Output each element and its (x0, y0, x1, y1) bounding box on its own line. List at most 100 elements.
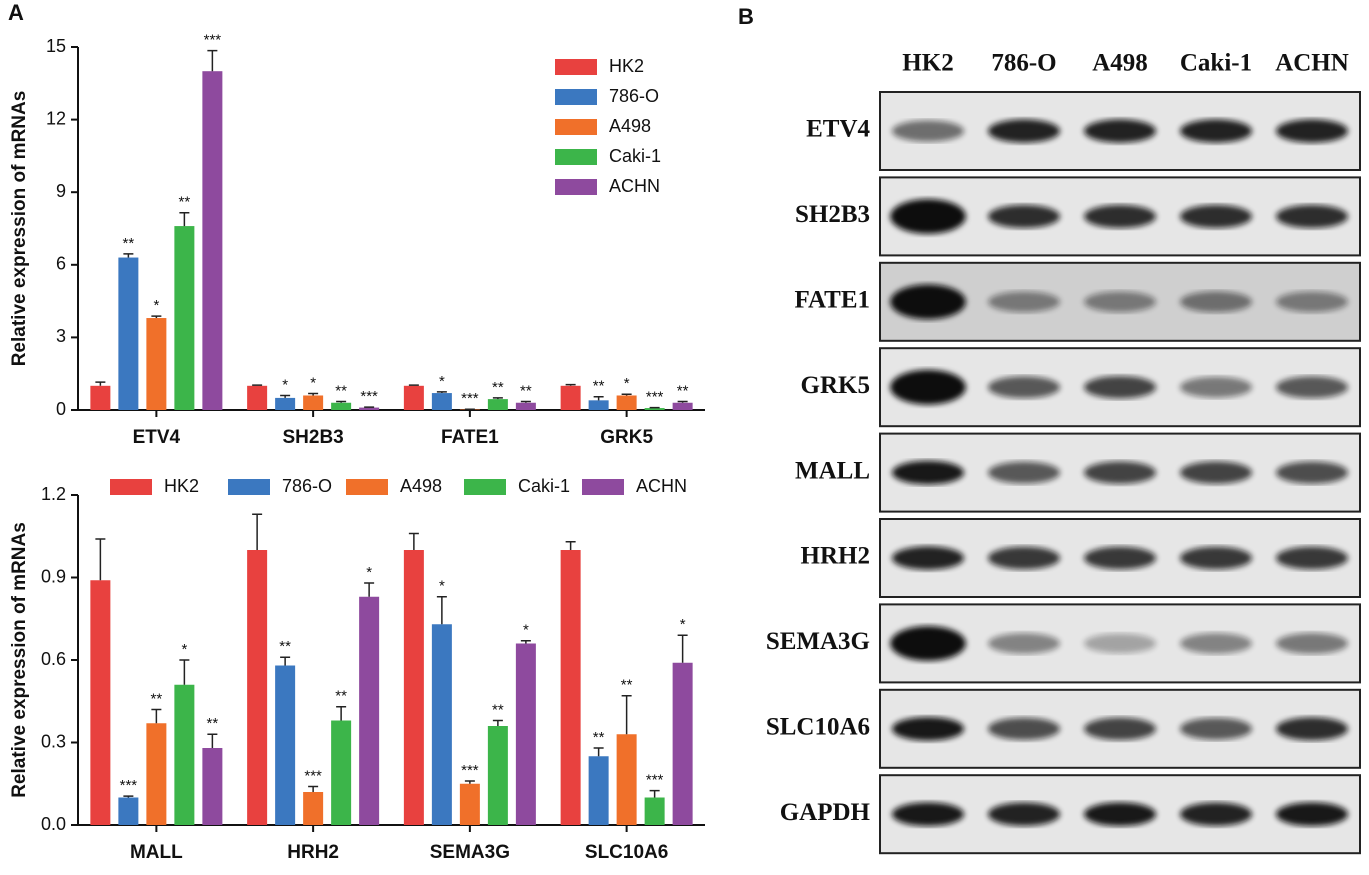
x-tick-label: SLC10A6 (585, 842, 668, 863)
bar (645, 798, 665, 826)
bar (617, 734, 637, 825)
bar (247, 386, 267, 410)
significance-label: ** (207, 715, 219, 732)
significance-label: ** (621, 677, 633, 694)
x-tick-label: ETV4 (133, 427, 181, 448)
bar (432, 624, 452, 825)
blot-band (1084, 802, 1156, 826)
blot-band (1180, 461, 1252, 484)
significance-label: * (439, 373, 445, 390)
x-tick-label: SEMA3G (430, 842, 510, 863)
bar (202, 748, 222, 825)
legend-label: 786-O (282, 476, 332, 496)
significance-label: * (624, 375, 630, 392)
blot-band (1084, 634, 1156, 654)
blot-band (1180, 803, 1252, 826)
error-bar (622, 394, 632, 395)
blot-band (988, 718, 1060, 740)
blot-band (1276, 291, 1348, 312)
error-bar (280, 395, 290, 397)
y-tick-label: 12 (46, 108, 66, 128)
bar (146, 723, 166, 825)
bar (359, 408, 379, 410)
significance-label: *** (461, 762, 479, 779)
bar (118, 258, 138, 410)
bar (561, 550, 581, 825)
blot-band (1276, 717, 1348, 740)
x-tick-label: HRH2 (287, 842, 339, 863)
error-bar (521, 402, 531, 403)
bar (673, 663, 693, 825)
blot-band (1180, 205, 1252, 228)
significance-label: * (282, 376, 288, 393)
blot-row-label: GRK5 (801, 372, 870, 399)
legend-swatch (228, 479, 270, 495)
bar (404, 550, 424, 825)
blot-band (892, 546, 964, 569)
bar (432, 393, 452, 410)
significance-label: * (523, 622, 529, 639)
error-bar (95, 382, 105, 386)
bar (275, 398, 295, 410)
error-bar (123, 796, 133, 797)
legend-swatch (464, 479, 506, 495)
bar (673, 403, 693, 410)
legend-label: 786-O (609, 86, 659, 106)
blot-band (1084, 119, 1156, 142)
y-tick-label: 3 (56, 326, 66, 346)
legend-swatch (555, 119, 597, 135)
x-tick-label: FATE1 (441, 427, 499, 448)
bar (617, 395, 637, 410)
error-bar (280, 657, 290, 665)
error-bar (207, 51, 217, 72)
blot-band (890, 199, 966, 234)
error-bar (437, 392, 447, 393)
significance-label: *** (646, 772, 664, 789)
y-axis-title: Relative expression of mRNAs (9, 522, 30, 798)
bar (90, 386, 110, 410)
blot-band (988, 547, 1060, 570)
bar (488, 726, 508, 825)
blot-row-label: SH2B3 (795, 201, 870, 228)
significance-label: ** (593, 378, 605, 395)
error-bar (566, 542, 576, 550)
legend-swatch (110, 479, 152, 495)
blot-band (988, 633, 1060, 654)
legend-label: Caki-1 (609, 146, 661, 166)
significance-label: ** (335, 382, 347, 399)
blot-band (1276, 119, 1348, 142)
significance-label: ** (123, 235, 135, 252)
error-bar (409, 385, 419, 386)
significance-label: * (153, 297, 159, 314)
significance-label: *** (204, 32, 222, 49)
blot-row-label: HRH2 (801, 543, 870, 570)
error-bar (409, 534, 419, 551)
significance-label: ** (593, 729, 605, 746)
significance-label: *** (120, 777, 138, 794)
bar (118, 798, 138, 826)
significance-label: *** (304, 767, 322, 784)
bar (303, 792, 323, 825)
blot-band (1276, 462, 1348, 484)
error-bar (678, 402, 688, 403)
significance-label: * (439, 578, 445, 595)
significance-label: * (181, 641, 187, 658)
bar (561, 386, 581, 410)
error-bar (179, 213, 189, 226)
significance-label: ** (179, 194, 191, 211)
error-bar (151, 710, 161, 724)
blot-band (988, 376, 1060, 398)
blot-band (1180, 291, 1252, 312)
blot-row-label: GAPDH (780, 799, 871, 826)
legend-label: ACHN (609, 176, 660, 196)
blot-band (1084, 718, 1156, 741)
bar (331, 721, 351, 826)
significance-label: ** (335, 688, 347, 705)
bar (589, 400, 609, 410)
bar (146, 318, 166, 410)
blot-band (1180, 119, 1252, 142)
bar (174, 226, 194, 410)
bar (589, 756, 609, 825)
y-tick-label: 0.0 (41, 814, 66, 834)
bar (202, 71, 222, 410)
